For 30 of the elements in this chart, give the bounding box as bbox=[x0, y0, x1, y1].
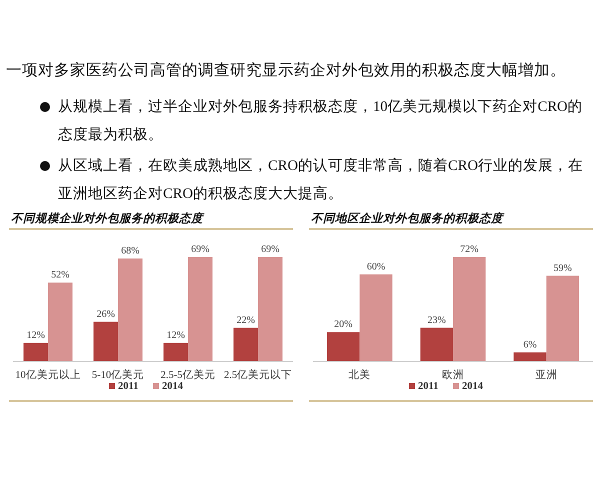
x-tick-label: 欧洲 bbox=[442, 368, 464, 381]
text: 从规模上看，过半企业对外包服务持积极态度，10亿美元规模以下药企对CRO的态度最为积极。 bbox=[58, 98, 584, 145]
data-label: 59% bbox=[553, 262, 572, 274]
chart-title: 不同地区企业对外包服务的积极态度 bbox=[311, 211, 505, 225]
x-tick-label: 2.5亿美元以下 bbox=[224, 368, 292, 381]
chart-title: 不同规模企业对外包服务的积极态度 bbox=[11, 211, 205, 225]
text: 一项对多家医药公司高管的调查研究显示药企对外包效用的积极态度大幅增加。 bbox=[6, 61, 567, 81]
data-label: 69% bbox=[191, 244, 210, 255]
data-label: 60% bbox=[366, 261, 386, 272]
data-label: 68% bbox=[121, 246, 140, 257]
x-tick-label: 2.5-5亿美元 bbox=[160, 368, 216, 381]
data-label: 6% bbox=[523, 339, 537, 350]
x-tick-label: 10亿美元以上 bbox=[15, 368, 81, 381]
legend-label: 2011 bbox=[418, 381, 438, 392]
legend-label: 2014 bbox=[462, 381, 484, 392]
data-label: 12% bbox=[26, 330, 45, 341]
data-label: 69% bbox=[261, 244, 280, 255]
data-label: 22% bbox=[236, 314, 255, 326]
data-label: 23% bbox=[427, 314, 446, 326]
x-tick-label: 5-10亿美元 bbox=[92, 368, 144, 381]
data-label: 72% bbox=[460, 244, 479, 255]
x-tick-label: 亚洲 bbox=[535, 368, 558, 381]
legend-label: 2011 bbox=[118, 381, 138, 392]
legend-label: 2014 bbox=[162, 381, 184, 392]
data-label: 26% bbox=[96, 308, 115, 320]
x-tick-label: 北美 bbox=[348, 368, 371, 381]
data-label: 20% bbox=[334, 319, 353, 330]
text: 从区域上看，在欧美成熟地区，CRO的认可度非常高，随着CRO行业的发展，在亚洲地区药企对CRO的积极态度大大提高。 bbox=[58, 156, 584, 204]
data-label: 12% bbox=[166, 330, 185, 341]
data-label: 52% bbox=[51, 270, 70, 281]
